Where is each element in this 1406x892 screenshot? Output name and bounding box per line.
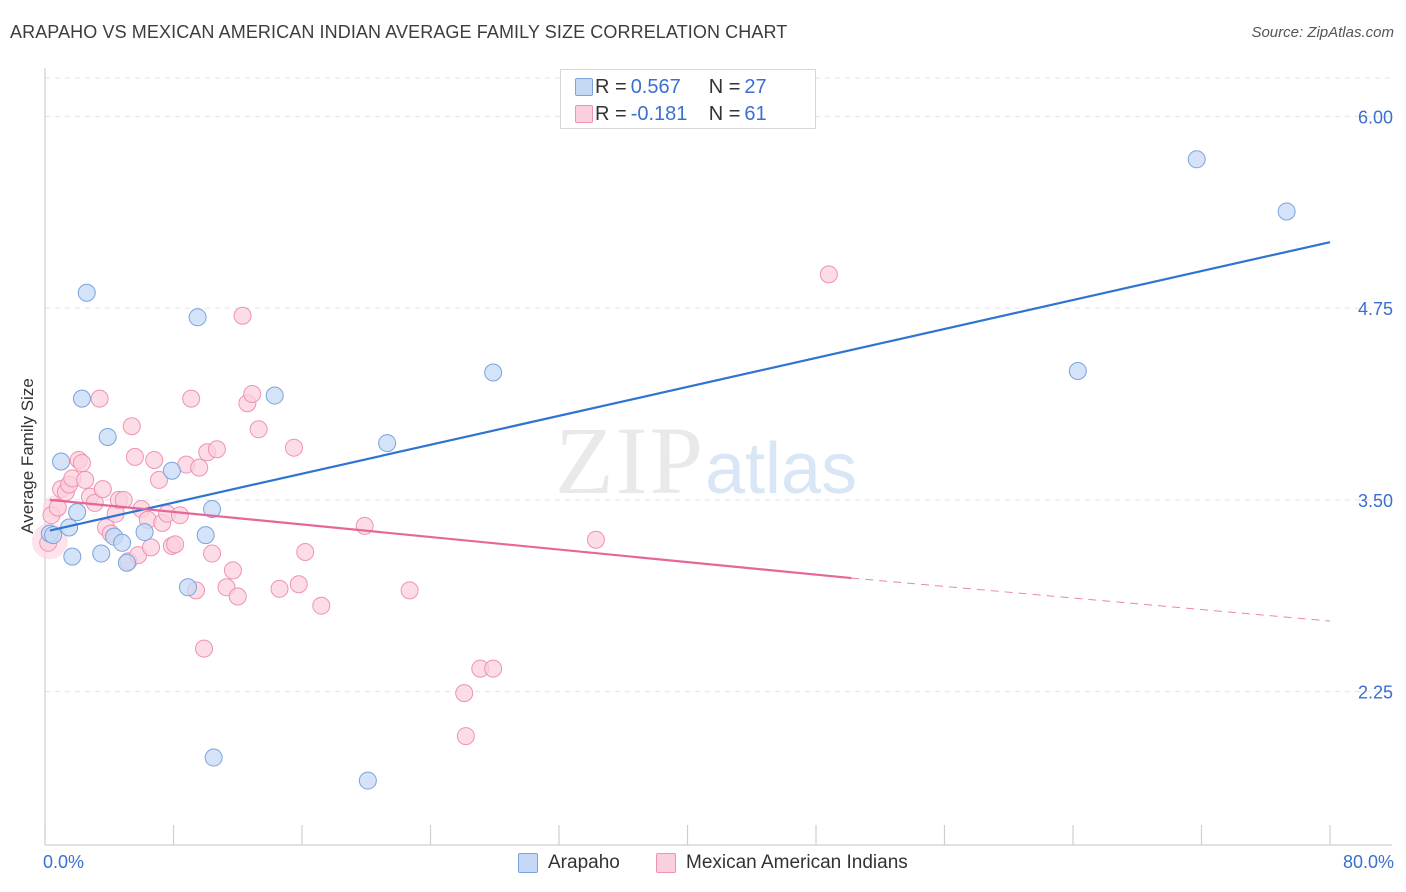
grid-layer xyxy=(45,77,1392,693)
data-point xyxy=(195,639,214,658)
data-point xyxy=(243,385,262,404)
data-point xyxy=(113,533,132,552)
data-point xyxy=(484,659,503,678)
data-point xyxy=(135,523,154,542)
source-label: Source: ZipAtlas.com xyxy=(1251,24,1394,41)
watermark: ZIPatlas xyxy=(555,405,857,516)
chart-title: ARAPAHO VS MEXICAN AMERICAN INDIAN AVERA… xyxy=(10,22,788,42)
legend-swatch-arapaho xyxy=(575,78,593,96)
data-point xyxy=(312,596,331,615)
legend-n-value: 27 xyxy=(744,75,767,98)
data-point xyxy=(1068,361,1087,380)
y-tick-label: 2.25 xyxy=(1358,683,1393,703)
y-tick-labels: 2.25 3.50 4.75 6.00 xyxy=(1358,107,1393,702)
legend-r-label: R = xyxy=(595,102,627,125)
legend-label-arapaho: Arapaho xyxy=(548,852,620,873)
data-point xyxy=(125,447,144,466)
data-point xyxy=(249,420,268,439)
data-point xyxy=(182,389,201,408)
series-arapaho-points xyxy=(40,150,1296,790)
legend-n-label: N = xyxy=(708,75,741,98)
legend-r-value: -0.181 xyxy=(630,102,688,125)
data-point xyxy=(203,500,222,519)
data-point xyxy=(265,386,284,405)
data-point xyxy=(72,454,91,473)
data-point xyxy=(484,363,503,382)
legend-n-label: N = xyxy=(708,102,741,125)
data-point xyxy=(170,506,189,525)
legend-swatch-mexican-american-indians xyxy=(656,853,676,873)
data-point xyxy=(233,306,252,325)
data-point xyxy=(122,417,141,436)
data-point xyxy=(455,684,474,703)
data-point xyxy=(284,438,303,457)
x-tick-label-min: 0.0% xyxy=(43,852,85,872)
data-point xyxy=(63,547,82,566)
legend-row-arapaho: R = 0.567 N = 27 xyxy=(575,75,767,99)
legend-series: Arapaho Mexican American Indians xyxy=(0,852,1406,878)
y-tick-label: 6.00 xyxy=(1358,107,1393,127)
data-point xyxy=(400,581,419,600)
data-point xyxy=(162,461,181,480)
series-mexican-american-indians-points xyxy=(31,265,838,746)
data-point xyxy=(190,458,209,477)
data-point xyxy=(1187,150,1206,169)
data-point xyxy=(68,503,87,522)
trend-line-arapaho xyxy=(49,241,1331,532)
data-point xyxy=(223,561,242,580)
data-point xyxy=(145,450,164,469)
legend-item-arapaho: Arapaho xyxy=(518,852,620,874)
data-point xyxy=(93,480,112,499)
data-point xyxy=(296,543,315,562)
legend-row-mexican-american-indians: R = -0.181 N = 61 xyxy=(575,102,767,126)
data-point xyxy=(114,490,133,509)
trend-line-mexican-american-indians xyxy=(49,498,852,580)
data-point xyxy=(207,440,226,459)
data-point xyxy=(270,579,289,598)
data-point xyxy=(44,526,63,545)
data-point xyxy=(289,575,308,594)
data-point xyxy=(77,283,96,302)
data-point xyxy=(117,553,136,572)
data-point xyxy=(1277,202,1296,221)
data-point xyxy=(76,470,95,489)
data-point xyxy=(819,265,838,284)
data-point xyxy=(48,498,67,517)
data-point xyxy=(204,748,223,767)
legend-r-value: 0.567 xyxy=(630,75,681,98)
y-tick-label: 4.75 xyxy=(1358,299,1393,319)
data-point xyxy=(90,389,109,408)
data-point xyxy=(586,530,605,549)
legend-swatch-mexican-american-indians xyxy=(575,105,593,123)
data-point xyxy=(98,427,117,446)
data-point xyxy=(456,727,475,746)
data-point xyxy=(142,538,161,557)
trend-layer xyxy=(49,241,1331,622)
axis-layer xyxy=(44,68,1392,846)
legend-swatch-arapaho xyxy=(518,853,538,873)
legend-item-mexican-american-indians: Mexican American Indians xyxy=(656,852,908,874)
data-point xyxy=(228,587,247,606)
watermark-atlas: atlas xyxy=(705,429,858,509)
legend-r-label: R = xyxy=(595,75,627,98)
data-point xyxy=(178,578,197,597)
legend-label-mexican-american-indians: Mexican American Indians xyxy=(686,852,908,873)
data-point xyxy=(72,389,91,408)
data-point xyxy=(196,526,215,545)
trend-line-extension-mexican-american-indians xyxy=(851,577,1331,622)
data-point xyxy=(92,544,111,563)
data-point xyxy=(150,470,169,489)
data-point xyxy=(166,535,185,554)
data-point xyxy=(378,434,397,453)
data-point xyxy=(52,452,71,471)
x-tick-label-max: 80.0% xyxy=(1342,852,1394,872)
data-point xyxy=(188,308,207,327)
watermark-zip: ZIP xyxy=(555,407,705,514)
legend-stats: R = 0.567 N = 27 R = -0.181 N = 61 xyxy=(560,69,816,129)
data-point xyxy=(358,771,377,790)
legend-n-value: 61 xyxy=(744,102,767,125)
y-tick-label: 3.50 xyxy=(1358,491,1393,511)
data-point xyxy=(203,544,222,563)
